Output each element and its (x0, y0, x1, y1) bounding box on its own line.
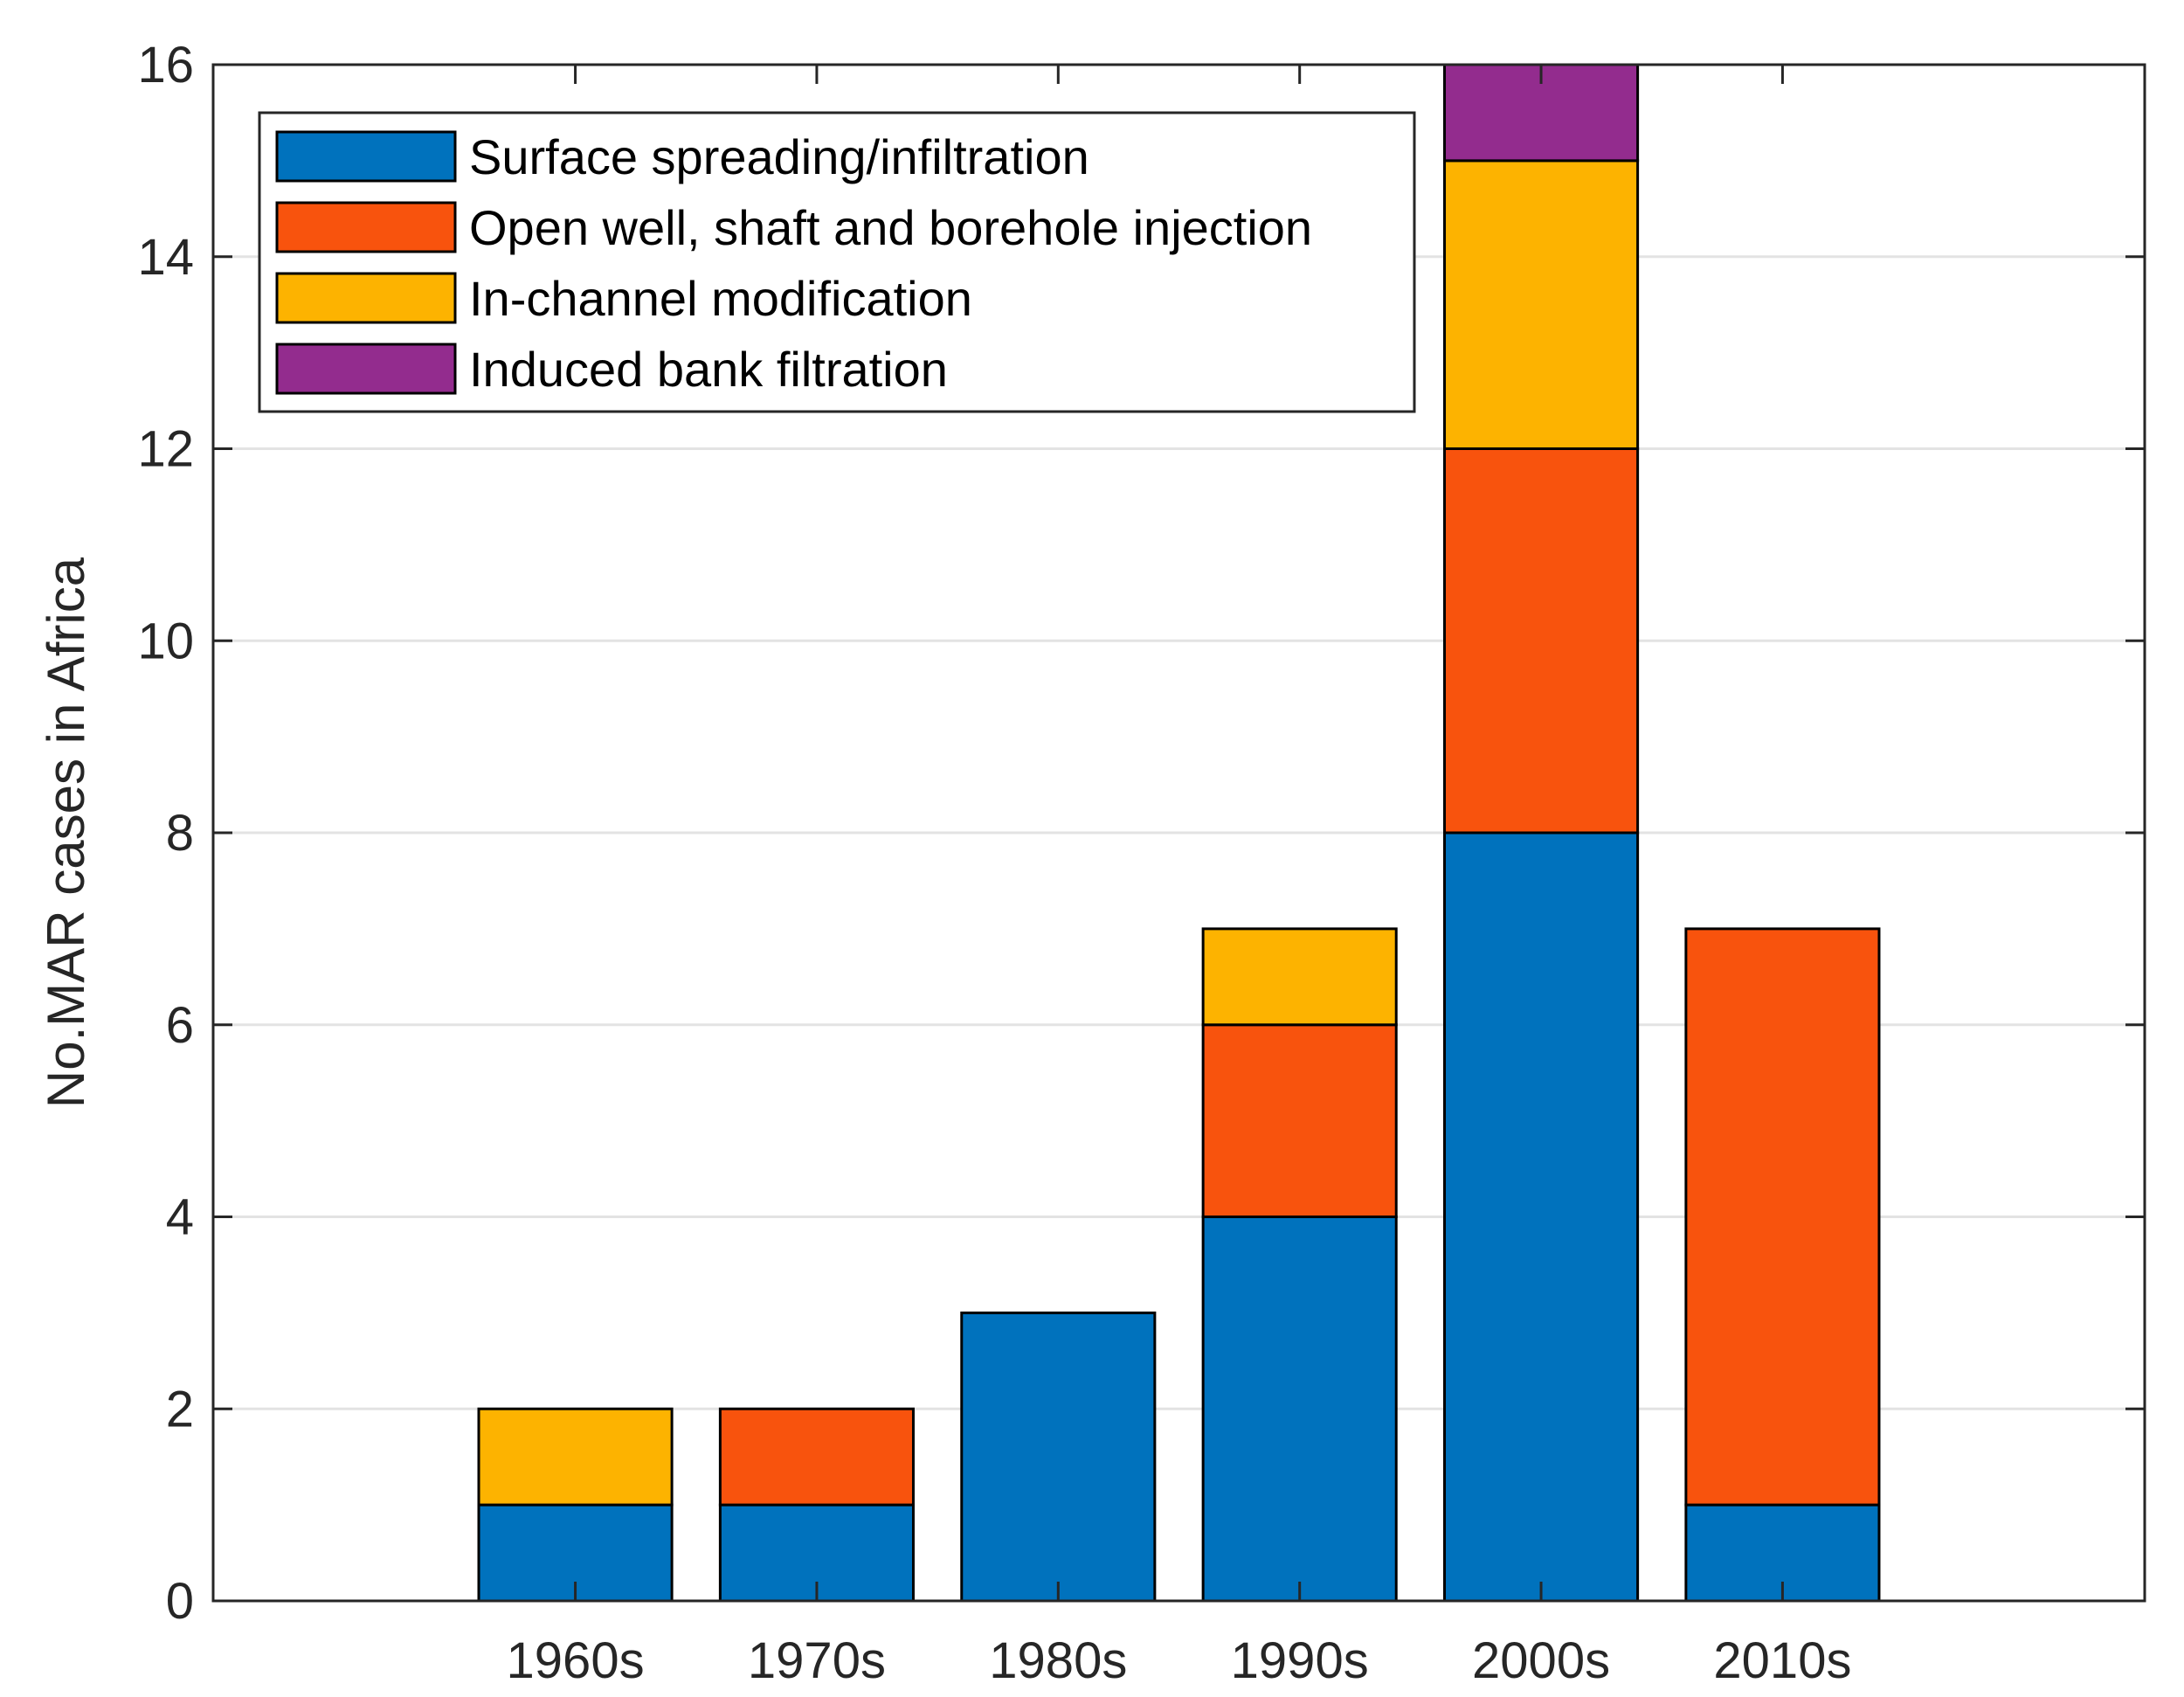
bar-segment-1980s-series-0 (960, 1311, 1157, 1603)
y-tick-label: 0 (166, 1573, 194, 1630)
y-tick-label: 16 (137, 37, 194, 94)
bar-segment-1960s-series-2 (477, 1407, 674, 1507)
bar-stacks (477, 63, 1881, 1603)
y-axis-title: No.MAR cases in Africa (37, 557, 95, 1108)
y-tick-label: 10 (137, 613, 194, 669)
legend-label: Surface spreading/infiltration (469, 129, 1089, 184)
axis-ticks: 0 2 4 6 8 10 12 14 16 1960s 1970s 1980s 1990s 2000s 20… (137, 37, 2145, 1689)
legend-label: Open well, shaft and borehole injection (469, 200, 1312, 255)
legend-label: Induced bank filtration (469, 342, 948, 397)
x-tick-label: 1980s (989, 1632, 1127, 1689)
legend-swatch (275, 343, 457, 395)
bar-segment-1990s-series-2 (1201, 927, 1398, 1027)
y-tick-label: 6 (166, 997, 194, 1054)
legend-swatch (275, 201, 457, 253)
y-tick-label: 4 (166, 1189, 194, 1246)
legend-swatch (275, 130, 457, 183)
x-tick-label: 1960s (507, 1632, 645, 1689)
y-tick-label: 12 (137, 421, 194, 478)
bar-segment-1990s-series-0 (1201, 1216, 1398, 1603)
x-tick-label: 1970s (748, 1632, 886, 1689)
bar-segment-2000s-series-0 (1443, 831, 1640, 1603)
legend-label: In-channel modification (469, 271, 972, 326)
legend-swatch (275, 272, 457, 324)
bar-segment-1990s-series-1 (1201, 1023, 1398, 1218)
y-tick-label: 14 (137, 229, 194, 286)
legend: Surface spreading/infiltration Open well,… (258, 111, 1416, 413)
bar-segment-2000s-series-2 (1443, 159, 1640, 450)
x-tick-label: 2010s (1713, 1632, 1851, 1689)
y-tick-label: 8 (166, 805, 194, 862)
bar-segment-2010s-series-1 (1684, 927, 1881, 1507)
bar-segment-1970s-series-1 (718, 1407, 915, 1507)
bar-segment-2000s-series-1 (1443, 447, 1640, 835)
y-tick-label: 2 (166, 1381, 194, 1437)
x-tick-label: 2000s (1472, 1632, 1610, 1689)
x-tick-label: 1990s (1231, 1632, 1369, 1689)
